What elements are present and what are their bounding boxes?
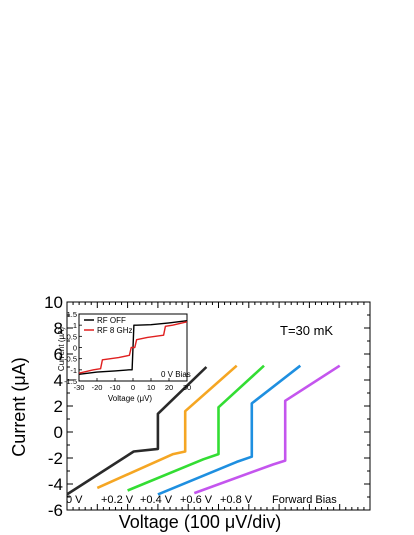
offset-label-0.6v: +0.6 V xyxy=(180,494,213,506)
main-series-line-4 xyxy=(193,364,341,495)
offset-label-0.8v: +0.8 V xyxy=(220,494,253,506)
inset-plot: -1.5 -1 -0.5 0 0.5 1 1.5 -30 -20 -10 0 10 20 30 RF O… xyxy=(57,310,191,403)
main-series-line-0 xyxy=(66,366,208,496)
main-y-axis-label: Current (μA) xyxy=(9,357,29,456)
main-y-tick-label: -6 xyxy=(48,501,63,520)
inset-y-ticks: -1.5 -1 -0.5 0 0.5 1 1.5 xyxy=(64,310,82,386)
inset-x-axis-label: Voltage (μV) xyxy=(108,394,153,403)
offset-label-0v: 0 V xyxy=(66,494,83,506)
main-series xyxy=(66,364,341,496)
inset-y-tick-label: -1.5 xyxy=(64,377,77,386)
main-y-tick-label: -4 xyxy=(48,475,63,494)
main-x-axis-label: Voltage (100 μV/div) xyxy=(119,512,281,532)
inset-y-tick-label: 1 xyxy=(73,321,77,330)
main-x-ticks xyxy=(66,302,371,510)
inset-y-tick-label: 0 xyxy=(73,344,77,353)
inset-x-tick-label: 0 xyxy=(131,383,135,392)
inset-x-tick-label: 30 xyxy=(183,383,191,392)
main-y-tick-label: -2 xyxy=(48,449,63,468)
main-y-tick-label: 6 xyxy=(54,345,63,364)
main-series-line-2 xyxy=(127,364,265,492)
inset-x-tick-label: 10 xyxy=(147,383,155,392)
inset-y-tick-label: -1 xyxy=(70,366,77,375)
forward-bias-annotation: Forward Bias xyxy=(272,494,337,506)
inset-legend-label-0: RF OFF xyxy=(97,316,126,325)
main-series-line-3 xyxy=(157,364,302,496)
offset-label-0.2v: +0.2 V xyxy=(101,494,134,506)
main-y-tick-label: 10 xyxy=(44,293,63,312)
inset-y-tick-label: -0.5 xyxy=(64,355,77,364)
inset-x-tick-label: -10 xyxy=(110,383,121,392)
main-y-tick-label: 0 xyxy=(54,423,63,442)
main-y-tick-label: 2 xyxy=(54,397,63,416)
inset-x-ticks: -30 -20 -10 0 10 20 30 xyxy=(74,378,191,392)
inset-legend-label-1: RF 8 GHz xyxy=(97,326,133,335)
inset-y-axis-label: Current (μA) xyxy=(57,327,66,372)
offset-label-0.4v: +0.4 V xyxy=(140,494,173,506)
inset-x-tick-label: -30 xyxy=(74,383,85,392)
inset-x-tick-label: -20 xyxy=(92,383,103,392)
inset-x-tick-label: 20 xyxy=(165,383,173,392)
inset-series-line-1 xyxy=(78,321,188,374)
inset-y-tick-label: 1.5 xyxy=(67,310,77,319)
main-y-tick-label: 8 xyxy=(54,319,63,338)
inset-y-tick-label: 0.5 xyxy=(67,332,77,341)
inset-bias-annotation: 0 V Bias xyxy=(161,370,191,379)
main-y-tick-label: 4 xyxy=(54,371,63,390)
temperature-annotation: T=30 mK xyxy=(280,323,333,338)
main-series-line-1 xyxy=(96,364,238,490)
inset-series xyxy=(78,320,188,375)
